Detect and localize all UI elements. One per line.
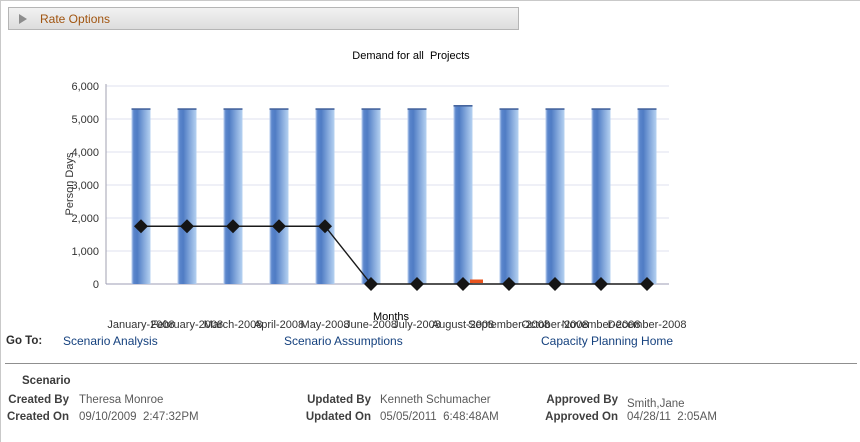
created-on-label: Created On [7,411,69,423]
x-tick-label: April-2008 [254,319,304,331]
diamond-marker [502,277,516,291]
bar [361,109,381,284]
approved-by-label: Approved By [546,394,618,406]
diamond-marker [364,277,378,291]
diamond-marker [410,277,424,291]
x-tick-label: March-2008 [204,319,263,331]
bar [453,105,473,284]
bar [315,109,335,284]
goto-label: Go To: [6,335,43,347]
overlay-bar [470,279,483,283]
updated-on-label: Updated On [305,411,371,423]
bar [591,109,611,284]
diamond-marker [318,219,332,234]
section-divider [5,363,857,364]
y-tick-label: 4,000 [71,147,99,159]
diamond-marker [272,219,286,234]
approved-on-label: Approved On [545,411,618,423]
demand-chart: 0 1,000 2,000 3,000 4,000 5,000 6,000 January-2… [64,81,687,331]
link-scenario-analysis[interactable]: Scenario Analysis [63,334,158,348]
approved-by-value: Smith,Jane [627,398,685,410]
link-scenario-assumptions[interactable]: Scenario Assumptions [284,334,403,348]
diamond-marker [640,277,654,291]
x-tick-label: October-2008 [521,319,588,331]
updated-on-value: 05/05/2011 6:48:48AM [380,411,499,423]
bar [269,109,289,284]
created-by-value: Theresa Monroe [79,394,164,406]
diamond-marker [180,219,194,234]
created-on-value: 09/10/2009 2:47:32PM [79,411,199,423]
y-tick-label: 1,000 [71,246,99,258]
x-tick-label: June-2008 [345,319,397,331]
x-tick-label: September-2008 [468,319,550,331]
x-tick-label: July-2008 [393,319,441,331]
bar [407,109,427,284]
diamond-marker [548,277,562,291]
x-tick-label: February-2008 [151,319,223,331]
diamond-marker [134,219,148,234]
diamond-marker [594,277,608,291]
expand-triangle-icon[interactable] [19,13,27,24]
y-tick-label: 3,000 [71,180,99,192]
bar [177,109,197,284]
diamond-marker [226,219,240,234]
bar [637,109,657,284]
link-capacity-planning-home[interactable]: Capacity Planning Home [541,334,674,348]
y-tick-label: 2,000 [71,213,99,225]
y-axis-title: Person Days [64,152,76,215]
rate-options-groupbox[interactable]: Rate Options [8,7,519,30]
bar [545,109,565,284]
bar [223,109,243,284]
approved-on-value: 04/28/11 2:05AM [627,411,717,423]
chart-title: Demand for all Projects [352,50,470,62]
x-axis-title: Months [373,311,410,323]
x-tick-label: November-2008 [562,319,641,331]
x-tick-label: December-2008 [608,319,687,331]
created-by-label: Created By [8,394,69,406]
updated-by-value: Kenneth Schumacher [380,394,491,406]
y-tick-label: 6,000 [71,81,99,93]
y-tick-label: 5,000 [71,114,99,126]
x-tick-label: August-2008 [432,319,494,331]
scenario-heading: Scenario [22,375,71,387]
y-tick-label: 0 [93,279,99,291]
bar [131,109,151,284]
updated-by-label: Updated By [307,394,371,406]
line-series [141,225,647,285]
bar [499,109,519,284]
x-tick-label: May-2008 [301,319,350,331]
x-tick-label: January-2008 [107,319,174,331]
diamond-marker [456,277,470,291]
rate-options-label: Rate Options [40,11,111,26]
